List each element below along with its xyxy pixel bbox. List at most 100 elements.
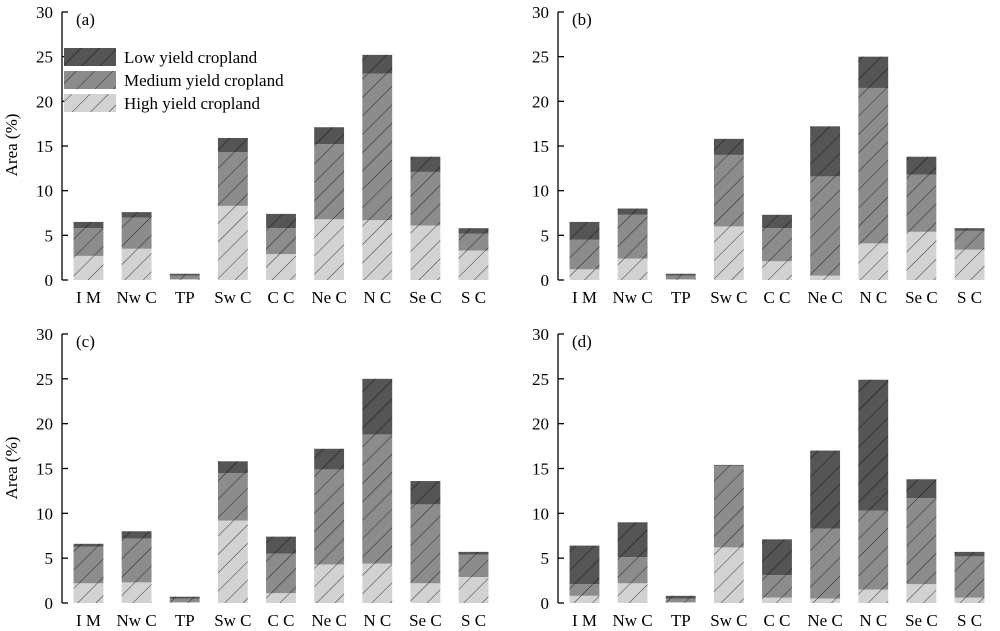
bar-hatch-low: [858, 56, 889, 88]
bar-hatch-high: [169, 602, 200, 603]
bar-hatch-low: [762, 539, 792, 576]
bar-hatch-high: [858, 243, 889, 280]
y-tick-label: 15: [532, 460, 549, 479]
y-tick-label: 10: [36, 182, 53, 201]
bar-hatch-medium: [858, 510, 889, 590]
x-tick-label: I M: [76, 288, 101, 307]
y-tick-label: 5: [45, 226, 54, 245]
bar-hatch-high: [217, 205, 248, 280]
bar-hatch-low: [362, 54, 393, 74]
y-tick-label: 0: [541, 271, 550, 290]
bar-hatch-low: [458, 228, 489, 234]
bar-hatch-medium: [617, 557, 648, 584]
y-tick-label: 10: [532, 182, 549, 201]
bar-hatch-low: [713, 138, 744, 155]
bar-hatch-low: [266, 213, 296, 229]
x-tick-label: N C: [859, 288, 887, 307]
bar-hatch-low: [266, 536, 296, 554]
bar-hatch-medium: [362, 434, 393, 564]
x-tick-label: Se C: [409, 611, 442, 630]
y-axis-label-top: Area (%): [2, 114, 21, 177]
y-tick-label: 0: [45, 271, 54, 290]
bar-hatch-medium: [410, 504, 441, 584]
bar-hatch-high: [906, 231, 937, 280]
bar-hatch-medium: [569, 239, 600, 270]
bar-hatch-medium: [810, 176, 841, 276]
x-tick-label: C C: [268, 288, 295, 307]
x-tick-label: TP: [671, 611, 691, 630]
bar-hatch-high: [458, 250, 489, 280]
bar-hatch-high: [121, 248, 152, 280]
bar-hatch-low: [617, 522, 648, 558]
x-tick-label: Sw C: [214, 611, 251, 630]
x-tick-label: I M: [572, 611, 597, 630]
bar-hatch-high: [810, 275, 841, 280]
bar-hatch-medium: [762, 228, 792, 262]
bar-hatch-medium: [169, 275, 200, 280]
x-tick-label: Sw C: [710, 611, 747, 630]
bar-hatch-high: [266, 593, 296, 603]
bar-hatch-high: [665, 279, 696, 280]
x-tick-label: Ne C: [311, 611, 346, 630]
bar-hatch-high: [617, 583, 648, 603]
bar-hatch-medium: [73, 546, 104, 584]
bar-hatch-low: [569, 221, 600, 240]
legend-item-high: High yield cropland: [64, 94, 260, 113]
bar-hatch-low: [665, 273, 696, 276]
x-tick-label: Ne C: [807, 611, 842, 630]
y-tick-label: 20: [532, 415, 549, 434]
bar-hatch-medium: [858, 87, 889, 244]
bar-hatch-medium: [906, 174, 937, 232]
bar-hatch-high: [73, 255, 104, 280]
bar-hatch-low: [810, 126, 841, 177]
y-tick-label: 20: [532, 92, 549, 111]
bar-hatch-medium: [458, 554, 489, 577]
y-tick-label: 10: [36, 504, 53, 523]
y-tick-label: 5: [541, 226, 550, 245]
y-tick-label: 0: [45, 594, 54, 613]
bar-hatch-high: [954, 249, 985, 280]
y-tick-label: 25: [532, 48, 549, 67]
bar-hatch-medium: [266, 553, 296, 594]
bar-hatch-medium: [954, 230, 985, 250]
y-tick-label: 10: [532, 504, 549, 523]
bar-hatch-high: [713, 226, 744, 280]
bar-hatch-medium: [762, 575, 792, 598]
bar-hatch-low: [617, 208, 648, 215]
bar-hatch-low: [314, 127, 345, 145]
x-tick-label: Nw C: [117, 288, 157, 307]
bar-hatch-medium: [410, 171, 441, 226]
panel-3: 0 5 10 15 20 25 30 (d) I M Nw C TP Sw C C C Ne C N C Se…: [532, 325, 985, 630]
bar-hatch-medium: [458, 233, 489, 251]
bar-hatch-medium: [954, 556, 985, 598]
bar-hatch-high: [762, 261, 792, 280]
bar-hatch-low: [410, 481, 441, 505]
legend-swatch-high-hatch: [64, 94, 116, 112]
x-tick-label: Sw C: [710, 288, 747, 307]
y-tick-label: 15: [36, 460, 53, 479]
bar-hatch-high: [73, 583, 104, 603]
bar-hatch-low: [954, 228, 985, 231]
bar-hatch-low: [858, 379, 889, 511]
y-tick-label: 20: [36, 92, 53, 111]
bar-hatch-high: [266, 254, 296, 280]
bar-hatch-high: [410, 583, 441, 603]
bar-hatch-medium: [314, 144, 345, 220]
panel-label: (a): [76, 10, 95, 29]
x-tick-label: Ne C: [807, 288, 842, 307]
bar-hatch-medium: [73, 228, 104, 256]
bar-hatch-high: [314, 219, 345, 280]
bar-hatch-high: [665, 602, 696, 603]
y-tick-label: 25: [532, 370, 549, 389]
bar-hatch-high: [410, 225, 441, 280]
bar-hatch-high: [458, 576, 489, 603]
x-tick-label: Se C: [905, 288, 938, 307]
bar-hatch-medium: [810, 528, 841, 599]
bar-hatch-low: [121, 212, 152, 218]
x-tick-label: S C: [957, 611, 982, 630]
x-tick-label: Nw C: [613, 611, 653, 630]
bar-hatch-medium: [217, 152, 248, 206]
legend-label-low: Low yield cropland: [124, 48, 258, 67]
bar-hatch-low: [713, 464, 744, 466]
